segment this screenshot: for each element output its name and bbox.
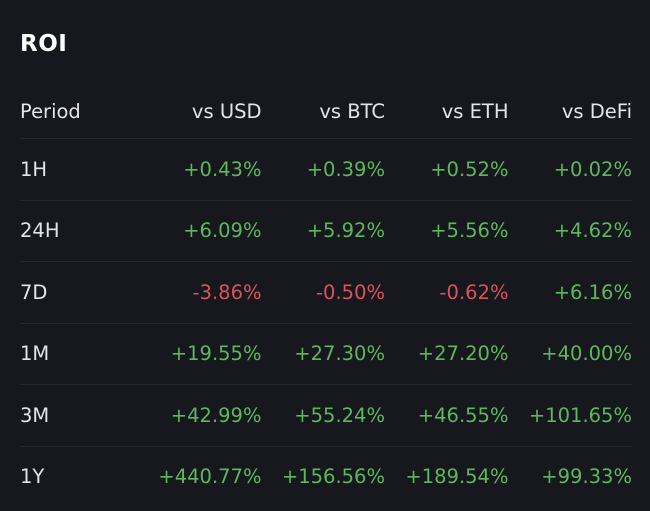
column-header-period: Period [20, 88, 138, 139]
table-row: 1Y +440.77% +156.56% +189.54% +99.33% [20, 446, 632, 507]
row-period: 7D [20, 261, 138, 324]
row-period: 3M [20, 384, 138, 447]
cell-vs-eth: -0.62% [385, 261, 509, 324]
cell-vs-usd: +440.77% [158, 465, 262, 489]
cell-vs-btc: +5.92% [261, 200, 385, 262]
cell-vs-defi: +6.16% [508, 261, 632, 324]
column-header-vs-eth: vs ETH [385, 88, 509, 139]
cell-vs-defi: +40.00% [508, 323, 632, 385]
row-period: 24H [20, 200, 138, 262]
cell-vs-usd: +6.09% [138, 200, 262, 262]
column-header-vs-defi: vs DeFi [508, 88, 632, 139]
cell-vs-eth: +5.56% [385, 200, 509, 262]
cell-vs-usd: +19.55% [138, 323, 262, 385]
cell-vs-defi: +99.33% [541, 465, 632, 489]
column-header-vs-usd: vs USD [138, 88, 262, 139]
row-period: 1M [20, 323, 138, 385]
cell-vs-btc: +156.56% [281, 465, 385, 489]
cell-vs-usd: +42.99% [138, 384, 262, 447]
cell-vs-defi: +101.65% [508, 384, 632, 447]
table-row: 24H +6.09% +5.92% +5.56% +4.62% [20, 200, 632, 262]
table-row: 1M +19.55% +27.30% +27.20% +40.00% [20, 323, 632, 385]
cell-vs-usd: -3.86% [138, 261, 262, 324]
cell-vs-defi: +0.02% [508, 138, 632, 201]
cell-vs-btc: +55.24% [261, 384, 385, 447]
roi-table: Period vs USD vs BTC vs ETH vs DeFi 1H +0… [20, 88, 632, 507]
cell-vs-eth: +0.52% [385, 138, 509, 201]
cell-vs-btc: +0.39% [261, 138, 385, 201]
cell-vs-eth: +189.54% [405, 465, 509, 489]
table-row: 3M +42.99% +55.24% +46.55% +101.65% [20, 384, 632, 447]
cell-vs-eth: +27.20% [385, 323, 509, 385]
cell-vs-eth: +46.55% [385, 384, 509, 447]
table-row: 1H +0.43% +0.39% +0.52% +0.02% [20, 138, 632, 201]
column-header-vs-btc: vs BTC [261, 88, 385, 139]
cell-vs-btc: -0.50% [261, 261, 385, 324]
row-period: 1Y [20, 465, 45, 489]
table-header-row: Period vs USD vs BTC vs ETH vs DeFi [20, 88, 632, 139]
cell-vs-defi: +4.62% [508, 200, 632, 262]
cell-vs-usd: +0.43% [138, 138, 262, 201]
table-row: 7D -3.86% -0.50% -0.62% +6.16% [20, 261, 632, 324]
row-period: 1H [20, 138, 138, 201]
cell-vs-btc: +27.30% [261, 323, 385, 385]
panel-title: ROI [20, 31, 68, 57]
